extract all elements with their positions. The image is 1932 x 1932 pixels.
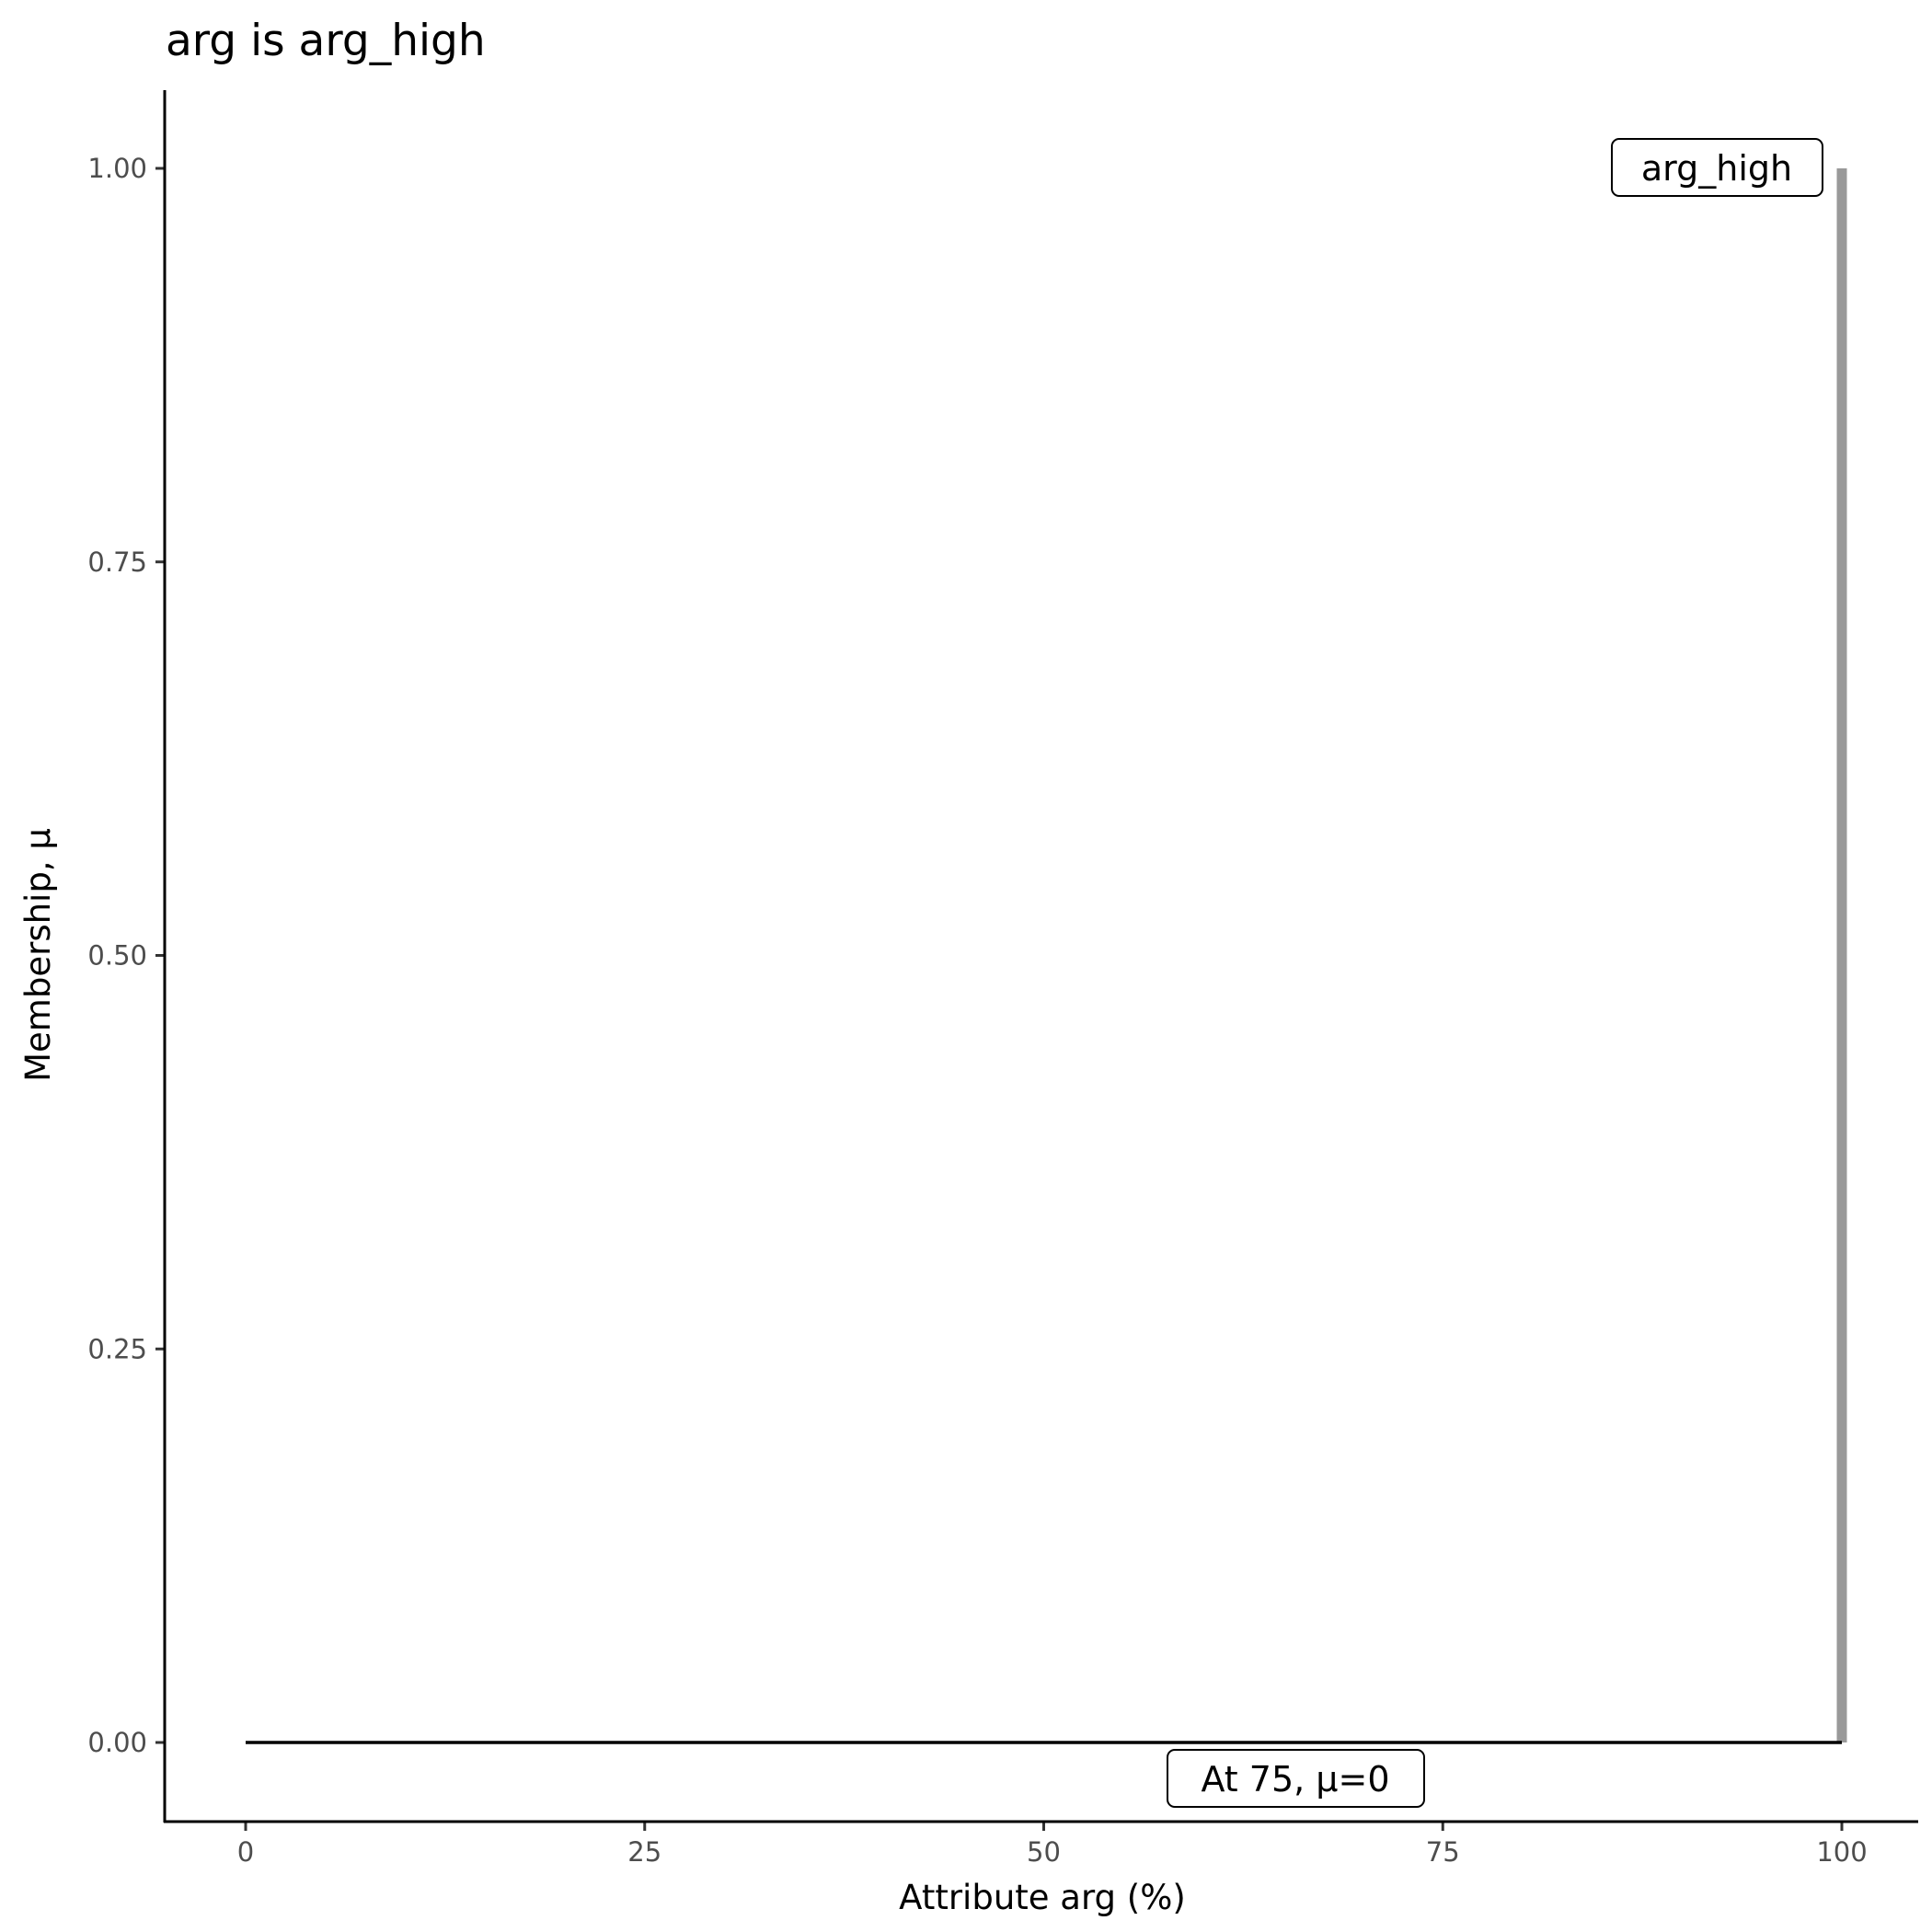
annotation-at-75: At 75, μ=0 — [1167, 1749, 1425, 1808]
x-tick-label: 0 — [237, 1836, 254, 1868]
chart-title: arg is arg_high — [166, 16, 486, 66]
y-tick-label: 0.00 — [87, 1727, 147, 1758]
y-tick-label: 0.75 — [87, 546, 147, 578]
x-tick-label: 25 — [627, 1836, 661, 1868]
annotation-arg-high: arg_high — [1611, 138, 1823, 197]
annotation-at-75-text: At 75, μ=0 — [1201, 1759, 1389, 1800]
x-tick-label: 100 — [1816, 1836, 1867, 1868]
x-tick-label: 75 — [1426, 1836, 1460, 1868]
y-axis-title: Membership, μ — [18, 828, 58, 1082]
x-axis-title: Attribute arg (%) — [899, 1878, 1186, 1917]
x-tick-label: 50 — [1027, 1836, 1061, 1868]
y-tick-label: 0.50 — [87, 940, 147, 972]
y-tick-label: 1.00 — [87, 153, 147, 184]
y-tick-label: 0.25 — [87, 1333, 147, 1364]
annotation-arg-high-text: arg_high — [1641, 148, 1792, 189]
